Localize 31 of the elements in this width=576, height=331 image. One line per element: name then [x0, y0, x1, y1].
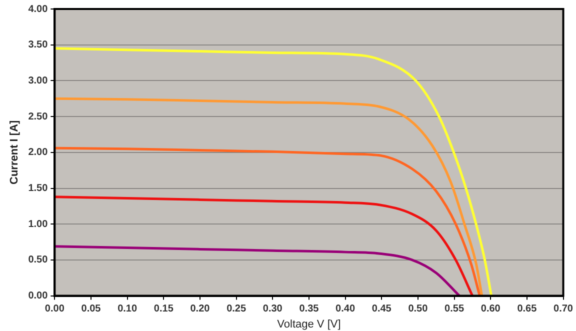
y-tick-label: 4.00: [28, 4, 48, 15]
x-tick-label: 0.15: [154, 304, 174, 315]
y-axis-title: Current I [A]: [8, 120, 21, 184]
y-tick-label: 0.50: [28, 254, 48, 266]
line-series: [54, 146, 481, 296]
x-tick-label: 0.10: [118, 304, 138, 315]
y-tick-label: 0.00: [28, 290, 48, 302]
x-tick-label: 0.25: [226, 304, 246, 315]
x-tick-label: 0.20: [190, 304, 210, 315]
x-tick-label: 0.05: [81, 304, 102, 315]
x-tick-label: 0.35: [299, 304, 320, 315]
line-series: [54, 47, 493, 296]
x-tick-label: 0.50: [408, 304, 428, 315]
x-tick-label: 0.60: [480, 304, 501, 315]
x-tick-label: 0.40: [336, 304, 356, 315]
line-series: [54, 97, 484, 296]
line-series: [54, 245, 461, 296]
y-tick-label: 1.50: [28, 183, 48, 194]
x-tick-label: 0.45: [372, 304, 392, 315]
x-tick-label: 0.65: [517, 304, 538, 315]
x-tick-label: 0.30: [262, 304, 283, 315]
line-series: [54, 196, 474, 296]
y-tick-label: 3.50: [28, 40, 48, 51]
y-tick-label: 3.00: [28, 75, 48, 86]
y-tick-label: 1.00: [28, 218, 48, 230]
x-tick-label: 0.70: [554, 304, 574, 315]
y-tick-label: 2.50: [28, 111, 48, 122]
x-tick-label: 0.00: [44, 304, 65, 315]
y-tick-label: 2.00: [28, 147, 48, 158]
x-axis-title: Voltage V [V]: [277, 318, 341, 330]
x-tick-label: 0.55: [444, 304, 464, 315]
